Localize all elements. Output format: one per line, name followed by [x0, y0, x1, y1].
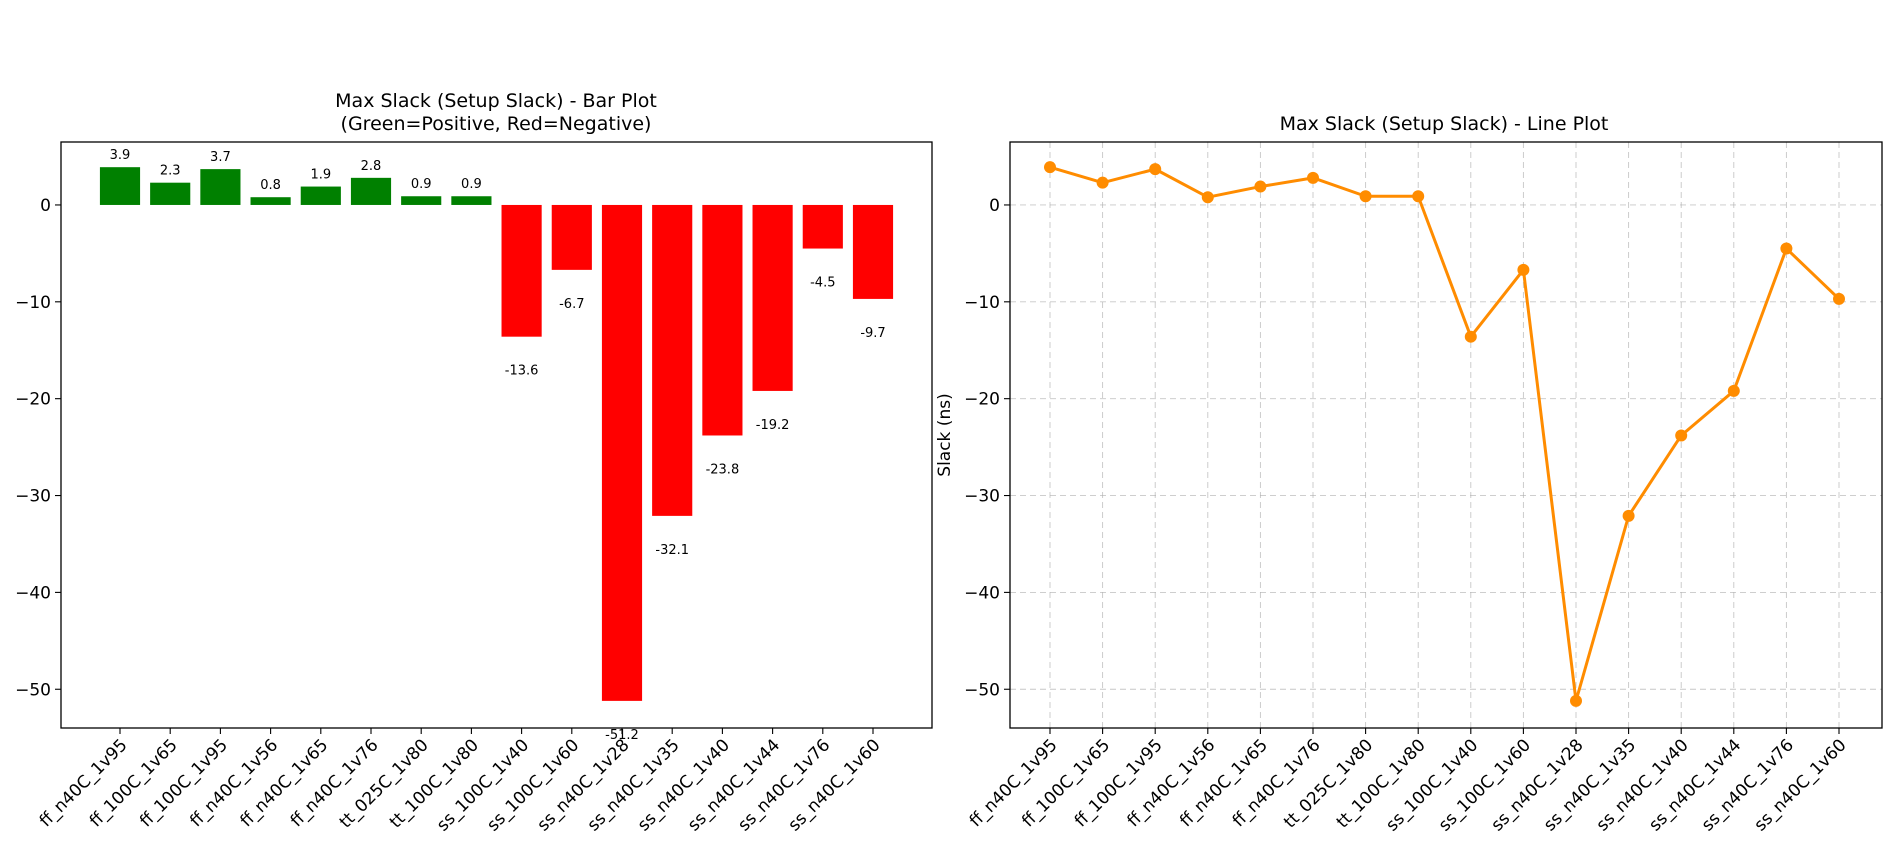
x-tick-label: ff_100C_1v65: [86, 735, 182, 831]
data-point: [1675, 429, 1688, 442]
bar-chart-title: Max Slack (Setup Slack) - Bar Plot: [335, 90, 657, 112]
x-tick-label: ss_100C_1v40: [1382, 735, 1482, 835]
bar: [802, 204, 843, 249]
x-tick-label: ff_n40C_1v76: [287, 735, 383, 831]
y-tick-label: −20: [15, 390, 51, 410]
data-point: [1359, 190, 1372, 203]
bar-data-label: -6.7: [559, 297, 584, 312]
y-tick-label: −50: [964, 680, 1000, 700]
bar: [702, 204, 743, 436]
data-point: [1149, 163, 1162, 176]
bar-chart-y-axis: 0 −10 −20 −30 −40 −50: [15, 196, 61, 700]
bar-data-label: -23.8: [706, 462, 740, 477]
data-point: [1307, 171, 1319, 184]
bar: [300, 186, 341, 205]
bar-data-label: -19.2: [756, 418, 790, 433]
y-tick-label: 0: [989, 196, 1000, 216]
bar-data-label: 2.3: [160, 164, 181, 179]
line-chart-ylabel: Slack (ns): [935, 393, 955, 476]
bar: [451, 196, 492, 205]
bar: [501, 204, 542, 337]
bar-chart-subtitle: (Green=Positive, Red=Negative): [341, 113, 652, 135]
bar-chart-marks: 3.9 2.3 3.7 0.8 1.9 2.8 0.9 0.9 -13.6 -6.7 -51.2 -3…: [99, 148, 894, 743]
bar-data-label: 2.8: [361, 159, 382, 174]
data-point: [1622, 509, 1635, 522]
data-point: [1780, 242, 1793, 255]
x-tick-label: ss_n40C_1v76: [1698, 735, 1798, 835]
line-chart-x-axis: ff_n40C_1v95ff_100C_1v65ff_100C_1v95ff_n…: [966, 728, 1851, 835]
bar-data-label: -51.2: [605, 728, 639, 743]
y-tick-label: −40: [15, 583, 51, 603]
bar-data-label: 0.8: [260, 178, 281, 193]
bar: [250, 197, 291, 205]
bar-data-label: 0.9: [461, 177, 482, 192]
bar: [200, 169, 241, 205]
y-tick-label: −30: [15, 487, 51, 507]
x-tick-label: ss_n40C_1v35: [1540, 735, 1640, 835]
bar: [852, 204, 894, 299]
data-point: [1727, 384, 1740, 397]
y-tick-label: −10: [964, 293, 1000, 313]
bar-data-label: 3.7: [210, 150, 231, 165]
data-point: [1833, 292, 1845, 305]
x-tick-label: ss_n40C_1v60: [1750, 735, 1850, 835]
x-tick-label: ss_n40C_1v44: [1645, 735, 1745, 835]
data-point: [1570, 694, 1582, 707]
x-tick-label: ff_n40C_1v65: [237, 735, 333, 831]
bar-chart-x-axis: ff_n40C_1v95ff_100C_1v65ff_100C_1v95ff_n…: [36, 728, 885, 835]
x-tick-label: tt_100C_1v80: [386, 735, 483, 832]
series-line: [1049, 165, 1841, 703]
y-tick-label: 0: [40, 196, 51, 216]
bar-chart-panel: Max Slack (Setup Slack) - Bar Plot (Gree…: [15, 90, 933, 835]
x-tick-label: ff_n40C_1v95: [36, 735, 132, 831]
bar-data-label: 1.9: [310, 168, 331, 183]
bar: [99, 167, 141, 205]
line-chart-marks: [1044, 161, 1845, 707]
bar: [551, 204, 592, 270]
bar-data-label: -13.6: [505, 364, 539, 379]
line-chart-title: Max Slack (Setup Slack) - Line Plot: [1280, 113, 1609, 135]
bar-chart-frame: [60, 141, 933, 729]
bar-data-label: 3.9: [110, 148, 131, 163]
bar: [350, 177, 392, 205]
line-chart-panel: Max Slack (Setup Slack) - Line Plot Slac…: [935, 113, 1883, 835]
line-chart-frame: [1009, 141, 1883, 729]
data-point: [1464, 330, 1477, 343]
x-tick-label: ff_100C_1v95: [136, 735, 232, 831]
bar: [752, 204, 793, 391]
x-tick-label: ss_n40C_1v28: [1487, 735, 1587, 835]
y-tick-label: −20: [964, 390, 1000, 410]
bar-data-label: 0.9: [411, 177, 432, 192]
y-tick-label: −30: [964, 487, 1000, 507]
bar: [652, 204, 693, 516]
x-tick-label: ss_n40C_1v40: [1593, 735, 1693, 835]
bar: [401, 196, 442, 205]
line-chart-grid: [1010, 142, 1882, 728]
bar-data-label: -32.1: [655, 543, 689, 558]
y-tick-label: −50: [15, 680, 51, 700]
y-tick-label: −10: [15, 293, 51, 313]
data-point: [1096, 176, 1109, 189]
data-point: [1517, 263, 1530, 276]
x-tick-label: ss_100C_1v60: [1435, 735, 1535, 835]
y-tick-label: −40: [964, 583, 1000, 603]
x-tick-label: ff_n40C_1v56: [186, 735, 282, 831]
data-point: [1044, 161, 1056, 174]
bar: [601, 204, 643, 701]
data-point: [1254, 180, 1267, 193]
x-tick-label: ff_n40C_1v95: [966, 735, 1062, 831]
bar-data-label: -9.7: [860, 326, 885, 341]
bar: [150, 182, 191, 205]
data-point: [1412, 190, 1425, 203]
x-tick-label: tt_025C_1v80: [336, 735, 433, 832]
data-point: [1201, 191, 1214, 204]
line-chart-y-axis: 0 −10 −20 −30 −40 −50: [964, 196, 1010, 700]
bar-data-label: -4.5: [810, 276, 835, 291]
x-tick-label: ss_n40C_1v60: [784, 735, 884, 835]
